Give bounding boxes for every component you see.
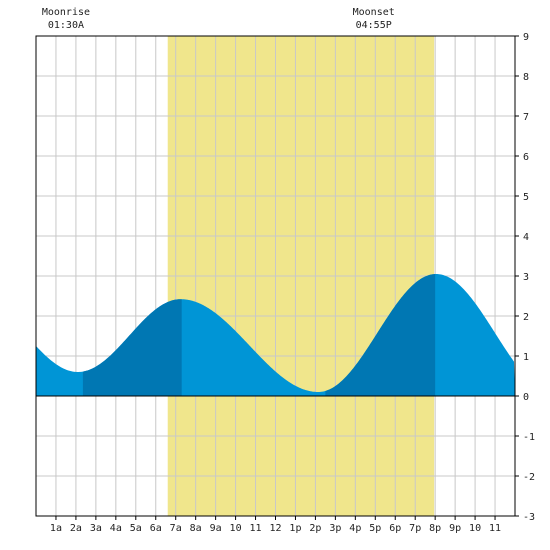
moon-event-label: Moonset bbox=[353, 7, 395, 18]
x-tick-label: 7p bbox=[409, 523, 421, 534]
x-tick-label: 8p bbox=[429, 523, 441, 534]
x-tick-label: 4a bbox=[110, 523, 122, 534]
x-tick-label: 9a bbox=[210, 523, 222, 534]
x-tick-label: 9p bbox=[449, 523, 461, 534]
x-tick-label: 5a bbox=[130, 523, 142, 534]
x-tick-label: 6a bbox=[150, 523, 162, 534]
y-tick-label: 0 bbox=[523, 392, 529, 403]
y-tick-label: 6 bbox=[523, 152, 529, 163]
x-tick-label: 6p bbox=[389, 523, 401, 534]
y-tick-label: -1 bbox=[523, 432, 535, 443]
moon-event-time: 04:55P bbox=[356, 20, 392, 31]
y-tick-label: 9 bbox=[523, 32, 529, 43]
moon-event-label: Moonrise bbox=[42, 7, 90, 18]
x-tick-label: 11 bbox=[489, 523, 501, 534]
x-tick-label: 1p bbox=[289, 523, 301, 534]
y-tick-label: 8 bbox=[523, 72, 529, 83]
x-tick-label: 7a bbox=[170, 523, 182, 534]
tide-area-dark bbox=[325, 274, 436, 396]
y-tick-label: 1 bbox=[523, 352, 529, 363]
moon-event-time: 01:30A bbox=[48, 20, 84, 31]
y-tick-label: 4 bbox=[523, 232, 529, 243]
x-tick-label: 4p bbox=[349, 523, 361, 534]
y-tick-label: 2 bbox=[523, 312, 529, 323]
x-tick-label: 8a bbox=[190, 523, 202, 534]
x-tick-label: 3p bbox=[329, 523, 341, 534]
y-tick-label: -2 bbox=[523, 472, 535, 483]
y-tick-label: 7 bbox=[523, 112, 529, 123]
x-tick-label: 10 bbox=[469, 523, 481, 534]
tide-area-dark bbox=[82, 299, 182, 396]
x-tick-label: 10 bbox=[230, 523, 242, 534]
y-tick-label: 5 bbox=[523, 192, 529, 203]
x-tick-label: 2a bbox=[70, 523, 82, 534]
x-tick-label: 12 bbox=[269, 523, 281, 534]
x-tick-label: 3a bbox=[90, 523, 102, 534]
x-tick-label: 5p bbox=[369, 523, 381, 534]
x-tick-label: 11 bbox=[250, 523, 262, 534]
x-tick-label: 1a bbox=[50, 523, 62, 534]
y-tick-label: -3 bbox=[523, 512, 535, 523]
y-tick-label: 3 bbox=[523, 272, 529, 283]
x-tick-label: 2p bbox=[309, 523, 321, 534]
